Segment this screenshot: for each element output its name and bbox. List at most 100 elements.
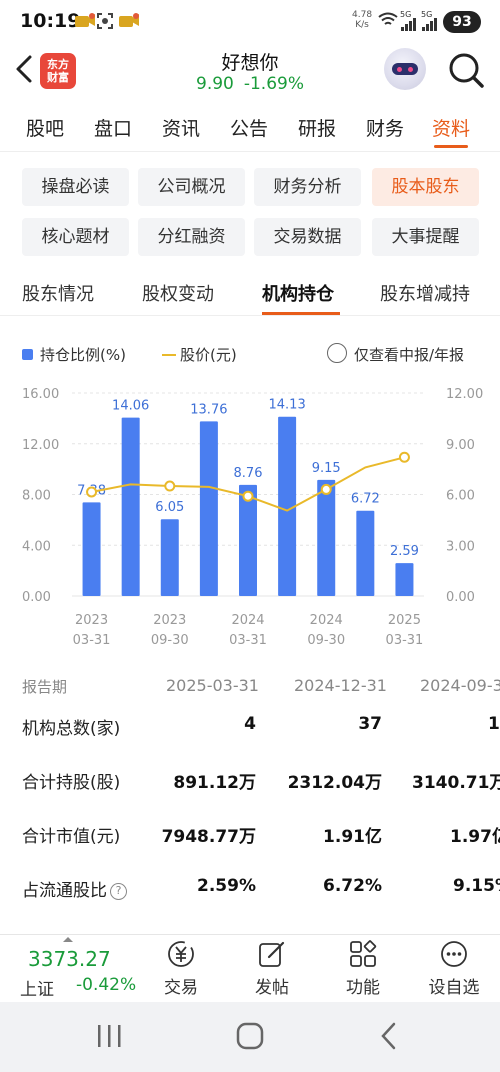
chip-major-events[interactable]: 大事提醒 [372,218,479,256]
chip-trading-guide[interactable]: 操盘必读 [22,168,129,206]
x-tick-date: 09-30 [151,633,189,648]
report-only-label[interactable]: 仅查看中报/年报 [354,346,465,364]
bar-value-label: 6.05 [155,500,184,515]
chip-shareholders[interactable]: 股本股东 [372,168,479,206]
wifi-icon [378,12,398,32]
x-tick-year: 2024 [310,613,343,628]
edit-icon [259,941,285,967]
tab-pankou[interactable]: 盘口 [94,118,133,140]
index-name[interactable]: 上证 [20,980,54,1000]
tab-research[interactable]: 研报 [298,118,337,140]
holdings-table: 报告期 2025-03-31 2024-12-31 2024-09-30 机构总… [0,668,500,928]
app-logo: 东方 财富 [40,53,76,89]
y-left-tick-label: 12.00 [22,438,59,453]
x-tick-year: 2025 [388,613,421,628]
y-left-tick-label: 4.00 [22,539,51,554]
back-button[interactable] [12,52,36,86]
signal-icon: 5G [421,10,439,35]
y-left-tick-label: 0.00 [22,590,51,605]
legend-bar-label[interactable]: 持仓比例(%) [40,346,126,364]
help-icon[interactable]: ? [110,883,127,900]
subtab-institutional-holdings[interactable]: 机构持仓 [262,284,334,305]
index-value[interactable]: 3373.27 [28,947,111,971]
tab-announcements[interactable]: 公告 [230,118,269,140]
trade-button[interactable]: 交易 [146,939,216,1001]
table-cell: 1.91亿 [323,827,382,847]
chip-trading-data[interactable]: 交易数据 [254,218,361,256]
table-cell: 2.59% [197,876,256,896]
price-point [242,490,254,502]
bar [239,484,257,596]
x-tick-year: 2023 [75,613,108,628]
x-tick-date: 09-30 [307,633,345,648]
main-tabs: 股吧 盘口 资讯 公告 研报 财务 资料 [0,100,500,152]
price-point [320,483,332,495]
row-label-total-shares: 合计持股(股) [22,773,121,793]
stock-name: 好想你 [221,52,279,74]
app-header: 东方 财富 好想你 9.90 -1.69% [0,44,500,100]
subtab-shareholders[interactable]: 股东情况 [22,284,94,305]
stock-change: -1.69% [243,74,304,94]
chip-dividends[interactable]: 分红融资 [138,218,245,256]
bar-value-label: 14.13 [269,398,306,413]
grid-icon [350,940,377,967]
chip-company-overview[interactable]: 公司概况 [138,168,245,206]
subtab-holding-changes[interactable]: 股东增减持 [380,284,470,305]
bar-value-label: 6.72 [351,492,380,507]
y-right-tick-label: 0.00 [446,590,475,605]
bar-value-label: 14.06 [112,399,149,414]
functions-button[interactable]: 功能 [328,939,398,1001]
price-point [86,486,98,498]
tab-finance[interactable]: 财务 [366,118,405,140]
holdings-chart: 16.00 12.00 8.00 4.00 0.00 12.00 9.00 6.00 3.00 0… [0,380,500,650]
bar [82,502,101,596]
back-icon[interactable] [381,1022,396,1050]
add-watchlist-button[interactable]: 设自选 [419,939,489,1001]
recent-apps-icon[interactable] [98,1025,121,1047]
price-point [398,451,410,463]
table-cell: 1.97亿 [450,827,500,847]
table-cell: 891.12万 [173,773,256,793]
tab-profile[interactable]: 资料 [432,118,471,140]
column-header: 2024-12-31 [294,676,387,695]
home-icon[interactable] [236,1022,264,1050]
x-tick-date: 03-31 [229,633,267,648]
bar-value-label: 2.59 [390,544,419,559]
tab-news[interactable]: 资讯 [162,118,201,140]
subtab-equity-changes[interactable]: 股权变动 [142,284,214,305]
holdings-chart-svg: 16.00 12.00 8.00 4.00 0.00 12.00 9.00 6.00 3.00 0… [22,387,483,648]
search-button[interactable] [446,50,486,90]
x-tick-year: 2024 [231,613,264,628]
post-button[interactable]: 发帖 [237,939,307,1001]
assistant-robot-icon[interactable] [384,48,426,90]
stock-price: 9.90 [196,74,234,94]
stock-quote: 9.90 -1.69% [0,74,500,94]
table-cell: 4 [244,714,256,734]
status-time: 10:19 [20,10,81,32]
bar [160,519,179,596]
index-change[interactable]: -0.42% [76,975,137,995]
scan-icon [96,12,114,34]
column-header: 2025-03-31 [166,676,259,695]
x-tick-date: 03-31 [386,633,424,648]
notification-icon [74,12,96,34]
table-cell: 9.15% [453,876,500,896]
y-left-tick-label: 8.00 [22,489,51,504]
expand-caret-icon[interactable] [63,937,73,942]
y-right-tick-label: 12.00 [446,387,483,402]
table-cell: 6.72% [323,876,382,896]
chip-financial-analysis[interactable]: 财务分析 [254,168,361,206]
bottom-toolbar: 3373.27 上证 -0.42% 交易 发帖 功能 设自选 [0,934,500,1002]
legend-line-label[interactable]: 股价(元) [180,346,237,364]
x-tick-year: 2023 [153,613,186,628]
chip-core-themes[interactable]: 核心题材 [22,218,129,256]
column-header: 2024-09-30 [420,676,500,695]
report-only-radio[interactable] [327,343,347,363]
system-nav-bar [0,1002,500,1072]
status-bar: 10:19 4.78 K/s 5G 5G 93 [0,0,500,44]
bar-value-label: 9.15 [312,461,341,476]
bar-value-label: 8.76 [234,466,263,481]
legend-bar-swatch [22,349,33,360]
search-icon [449,53,484,88]
tab-guba[interactable]: 股吧 [26,118,65,140]
